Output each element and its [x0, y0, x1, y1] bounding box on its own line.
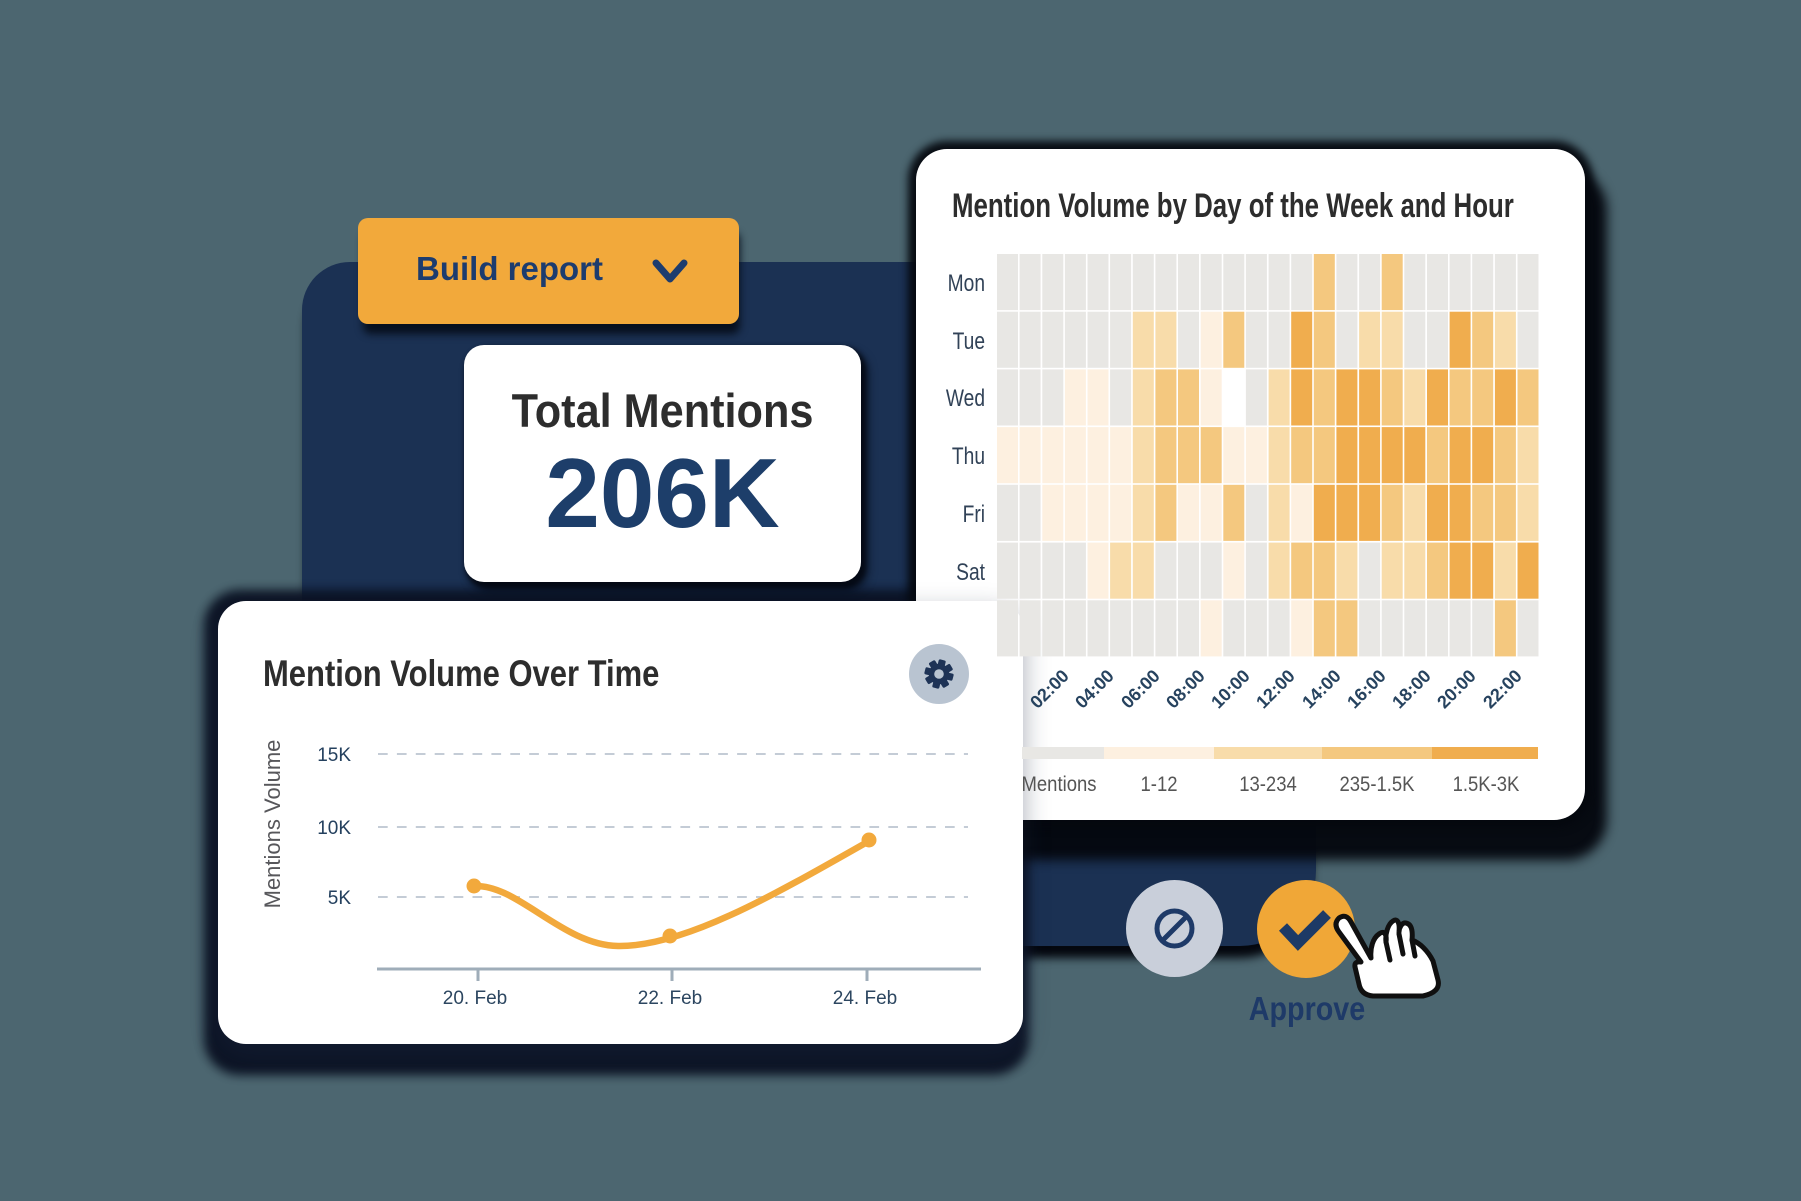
svg-text:20:00: 20:00 — [1433, 666, 1480, 713]
svg-text:08:00: 08:00 — [1162, 666, 1209, 713]
svg-text:24. Feb: 24. Feb — [833, 988, 897, 1009]
svg-text:18:00: 18:00 — [1388, 666, 1435, 713]
svg-text:10:00: 10:00 — [1207, 666, 1254, 713]
svg-text:14:00: 14:00 — [1298, 666, 1345, 713]
svg-text:10K: 10K — [317, 818, 351, 839]
svg-text:15K: 15K — [317, 745, 351, 766]
svg-text:04:00: 04:00 — [1071, 666, 1118, 713]
svg-text:12:00: 12:00 — [1252, 666, 1299, 713]
svg-text:20. Feb: 20. Feb — [443, 988, 507, 1009]
svg-text:02:00: 02:00 — [1026, 666, 1073, 713]
svg-text:22. Feb: 22. Feb — [638, 988, 702, 1009]
svg-text:22:00: 22:00 — [1479, 666, 1526, 713]
svg-text:16:00: 16:00 — [1343, 666, 1390, 713]
svg-text:Mentions Volume: Mentions Volume — [260, 740, 285, 909]
svg-text:06:00: 06:00 — [1117, 666, 1164, 713]
svg-text:5K: 5K — [328, 888, 352, 909]
